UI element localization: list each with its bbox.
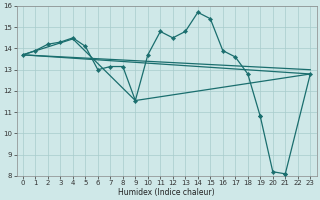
X-axis label: Humidex (Indice chaleur): Humidex (Indice chaleur): [118, 188, 215, 197]
